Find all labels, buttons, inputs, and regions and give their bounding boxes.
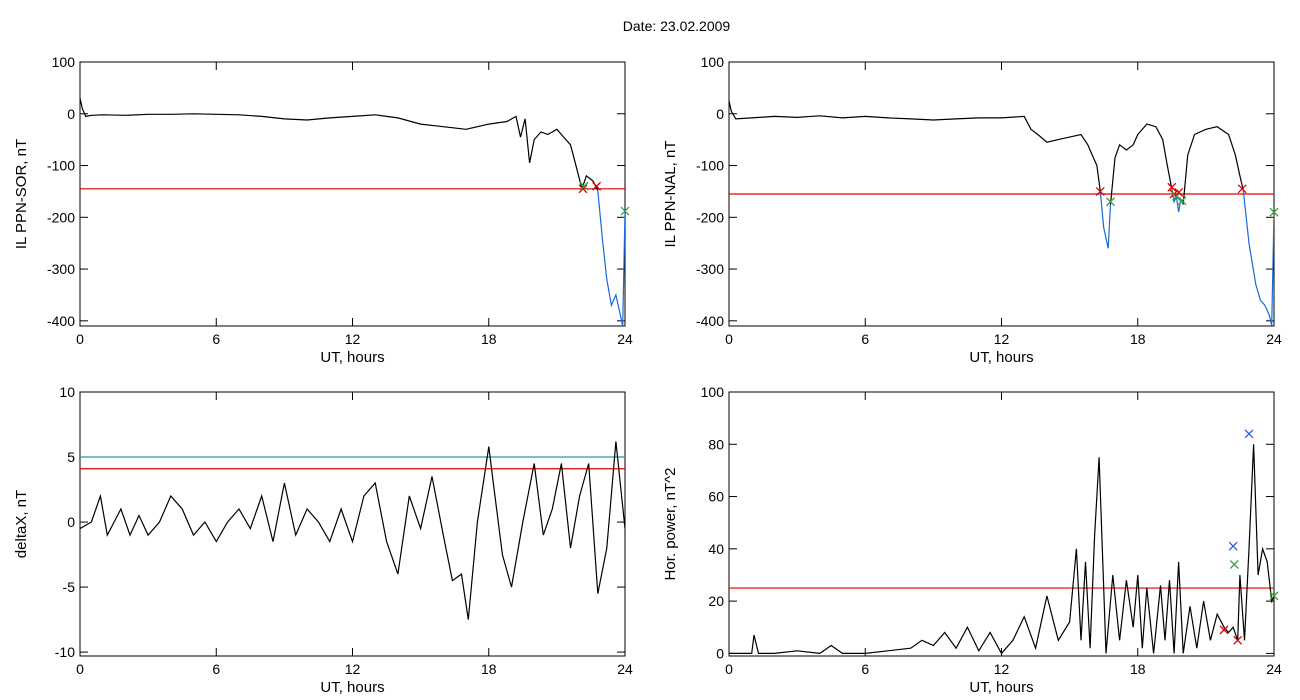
y-tick-label: -100 [696,158,724,174]
series-line [80,98,599,191]
x-tick-label: 0 [725,661,733,677]
y-axis-label: Hor. power, nT^2 [662,468,679,581]
y-tick-label: 0 [716,645,724,661]
y-axis-label: deltaX, nT [13,490,30,558]
series-line [80,441,625,620]
data-marker [1095,186,1105,196]
y-tick-label: 80 [708,436,724,452]
chart-panel-3: 0 6 12 18 24 10 5 0 -5 -10 UT, hours deltaX, nT [13,384,633,696]
chart-panel-2: 0 6 12 18 24 100 0 -100 -200 -300 -400 UT, hours IL … [662,54,1282,366]
x-axis-label: UT, hours [969,679,1033,696]
y-tick-label: 100 [701,384,725,400]
y-tick-label: -400 [696,313,724,329]
y-axis-label: IL PPN-SOR, nT [13,139,30,249]
x-tick-label: 24 [617,331,633,347]
data-marker [1171,192,1181,202]
y-tick-label: 100 [701,54,725,70]
y-tick-label: -200 [696,209,724,225]
chart-panel-4: 0 6 12 18 24 100 80 60 40 20 0 UT, hours Hor. power,… [662,384,1282,696]
data-marker [1244,429,1254,439]
y-tick-label: -400 [47,313,75,329]
x-axis-label: UT, hours [320,679,384,696]
data-marker [1106,197,1115,207]
x-tick-label: 18 [1130,661,1146,677]
y-tick-label: -10 [55,644,75,660]
series-line [1182,126,1244,205]
plot-frame [79,391,626,657]
y-tick-label: 10 [59,384,75,400]
x-tick-label: 12 [994,331,1010,347]
x-tick-label: 18 [481,331,497,347]
x-tick-label: 6 [861,661,869,677]
data-marker [1177,196,1187,206]
y-tick-label: 40 [708,541,724,557]
y-tick-label: 0 [67,514,75,530]
y-tick-label: 20 [708,593,724,609]
y-tick-label: 60 [708,489,724,505]
data-marker [1229,560,1239,569]
series-line [1242,190,1274,326]
data-marker [1233,635,1243,645]
x-tick-label: 0 [725,331,733,347]
x-axis-label: UT, hours [320,349,384,366]
plot-frame [728,391,1275,657]
x-tick-label: 6 [861,331,869,347]
y-tick-label: 0 [716,106,724,122]
data-marker [1237,184,1247,194]
y-tick-label: -300 [47,261,75,277]
series-line [1109,123,1173,205]
data-marker [1219,625,1229,635]
chart-panel-1: 0 6 12 18 24 100 0 -100 -200 -300 -400 UT, hours IL … [13,54,633,366]
y-tick-label: 5 [67,449,75,465]
series-line [1099,191,1112,249]
y-tick-label: 0 [67,106,75,122]
data-marker [1269,207,1279,217]
data-marker [1228,541,1238,551]
series-line [729,444,1274,655]
data-marker [1269,591,1279,601]
data-marker [579,181,589,191]
x-tick-label: 18 [1130,331,1146,347]
plot-frame [79,61,626,327]
series-line [597,190,625,326]
x-axis-label: UT, hours [969,349,1033,366]
data-marker [1167,182,1177,192]
y-tick-label: -5 [63,579,76,595]
data-marker [620,206,630,216]
data-marker [592,181,602,191]
y-axis-label: IL PPN-NAL, nT [662,141,679,248]
x-tick-label: 6 [212,661,220,677]
x-tick-label: 18 [481,661,497,677]
x-tick-label: 6 [212,331,220,347]
x-tick-label: 24 [1266,331,1282,347]
data-marker [1174,187,1184,197]
x-tick-label: 12 [345,661,361,677]
y-tick-label: -100 [47,158,75,174]
x-tick-label: 24 [617,661,633,677]
y-tick-label: -200 [47,209,75,225]
y-tick-label: -300 [696,261,724,277]
x-tick-label: 0 [76,331,84,347]
x-tick-label: 0 [76,661,84,677]
x-tick-label: 12 [345,331,361,347]
data-marker [578,184,588,194]
page-title: Date: 23.02.2009 [622,18,731,34]
series-line [729,100,1101,192]
x-tick-label: 12 [994,661,1010,677]
x-tick-label: 24 [1266,661,1282,677]
y-tick-label: 100 [52,54,76,70]
